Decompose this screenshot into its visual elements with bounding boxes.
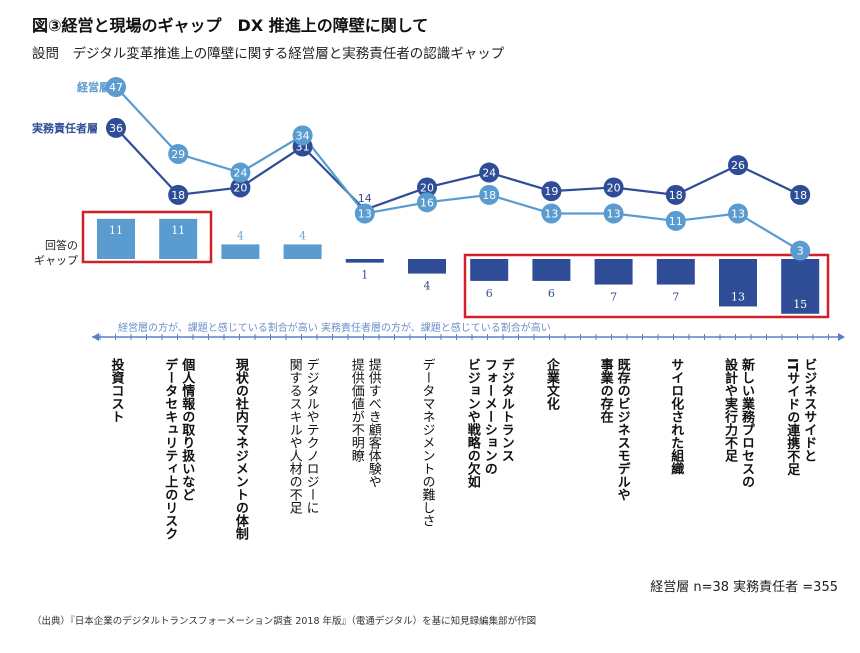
category-label: デジタルやテクノロジーに 関するスキルや人材の不足 (286, 358, 319, 514)
data-label-staff: 26 (731, 159, 745, 172)
gap-bar (221, 244, 260, 259)
gap-value-label: 13 (731, 290, 745, 303)
data-point-staff (603, 177, 624, 198)
category-label: 新しい業務プロセスの 設計や実行力不足 (722, 358, 754, 488)
data-point-mgmt (230, 162, 251, 183)
arrow-right-icon (838, 333, 845, 341)
gap-value-label: 6 (486, 287, 493, 300)
legend-mgmt: 経営層 (77, 81, 110, 94)
data-point-mgmt (417, 192, 437, 213)
data-point-mgmt (168, 143, 189, 164)
gap-bar (719, 259, 757, 307)
category-label: 企業文化 (543, 358, 559, 410)
data-point-staff (790, 184, 811, 205)
arrow-left-icon (92, 333, 99, 341)
chart-subtitle: 設問 デジタル変革推進上の障壁に関する経営層と実務責任者の認識ギャップ (32, 46, 505, 62)
gap-bar (283, 244, 322, 259)
data-point-mgmt (603, 203, 624, 224)
data-label-staff: 14 (358, 192, 372, 205)
gap-bar (781, 259, 820, 314)
data-label-mgmt: 3 (797, 245, 804, 258)
series-line-staff (115, 127, 801, 212)
category-label: 個人情報の取り扱いなど データセキュリティ上のリスク (162, 358, 195, 540)
data-point-staff (541, 181, 562, 202)
gap-value-label: 7 (672, 291, 679, 304)
gap-bar (532, 259, 571, 281)
gap-axis-label: 回答の ギャップ (28, 238, 78, 268)
data-point-mgmt (728, 203, 748, 224)
data-point-mgmt (790, 240, 811, 261)
gap-value-label: 6 (548, 287, 555, 300)
source-note: （出典）『日本企業のデジタルトランスフォーメーション調査 2018 年版』（電通… (32, 616, 537, 627)
gap-value-label: 11 (171, 224, 185, 237)
data-label-staff: 36 (109, 122, 123, 135)
gap-value-label: 15 (793, 298, 807, 311)
data-point-staff (479, 162, 500, 183)
data-label-mgmt: 34 (296, 129, 310, 142)
gap-bar (159, 218, 198, 259)
data-point-mgmt (354, 203, 375, 224)
data-point-mgmt (541, 203, 562, 224)
data-label-mgmt: 13 (731, 207, 745, 220)
gap-value-label: 4 (424, 280, 431, 293)
data-label-staff: 20 (233, 181, 247, 194)
data-label-mgmt: 11 (669, 215, 683, 228)
highlight-box-negative (463, 253, 830, 319)
data-label-mgmt: 13 (358, 207, 372, 220)
data-label-mgmt: 16 (420, 196, 434, 209)
data-label-mgmt: 13 (544, 207, 558, 220)
category-label: 投資コスト (108, 358, 124, 423)
category-label: 現状の社内マネジメントの体制 (232, 358, 248, 540)
gap-value-label: 4 (237, 229, 244, 242)
gap-label-text: 回答の ギャップ (34, 239, 78, 267)
data-label-mgmt: 24 (233, 167, 247, 180)
data-point-mgmt (479, 184, 500, 205)
category-label: デジタルトランス フォーメーションの ビジョンや戦略の欠如 (464, 358, 514, 488)
category-label: データマネジメントの難しさ (419, 358, 435, 527)
gap-value-label: 11 (109, 224, 123, 237)
data-label-staff: 20 (420, 181, 434, 194)
highlight-box-positive (81, 210, 213, 264)
gap-bar (97, 218, 135, 259)
data-label-staff: 20 (607, 181, 621, 194)
data-label-staff: 18 (669, 189, 683, 202)
data-point-staff (106, 117, 126, 138)
gap-value-label: 7 (610, 291, 617, 304)
data-label-mgmt: 47 (109, 81, 123, 94)
data-label-staff: 19 (544, 185, 558, 198)
data-point-staff (417, 177, 437, 198)
data-label-mgmt: 18 (482, 189, 496, 202)
gap-bar (408, 259, 446, 274)
axis-note: 経営層の方が、課題と感じている割合が高い 実務責任者層の方が、課題と感じている割… (118, 323, 551, 334)
category-label: 既存のビジネスモデルや 事業の存在 (597, 358, 630, 501)
data-point-staff (665, 184, 686, 205)
sample-size: 経営層 n=38 実務責任者 =355 (650, 580, 838, 595)
data-point-staff (230, 177, 251, 198)
data-label-staff: 18 (171, 189, 185, 202)
data-label-mgmt: 29 (171, 148, 185, 161)
gap-value-label: 1 (361, 269, 368, 282)
category-label: サイロ化された組織 (668, 358, 684, 475)
series-line-mgmt (115, 86, 801, 252)
gap-value-label: 4 (299, 229, 306, 242)
data-point-staff (168, 184, 189, 205)
gap-bar (656, 259, 695, 285)
chart-title: 図③経営と現場のギャップ DX 推進上の障壁に関して (32, 16, 429, 35)
data-label-mgmt: 13 (607, 207, 621, 220)
data-point-mgmt (106, 77, 126, 97)
data-point-staff (728, 155, 748, 176)
gap-bar (470, 259, 509, 281)
legend-staff: 実務責任者層 (32, 122, 98, 135)
data-point-mgmt (665, 210, 686, 231)
data-point-mgmt (292, 125, 313, 146)
category-label: ビジネスサイドと ITサイドの連携不足 (784, 358, 817, 476)
data-label-staff: 24 (482, 167, 496, 180)
gap-bar (594, 259, 633, 285)
gap-bar (345, 259, 384, 263)
category-label: 提供すべき顧客体験や 提供価値が不明瞭 (348, 358, 381, 488)
data-label-staff: 18 (793, 189, 807, 202)
